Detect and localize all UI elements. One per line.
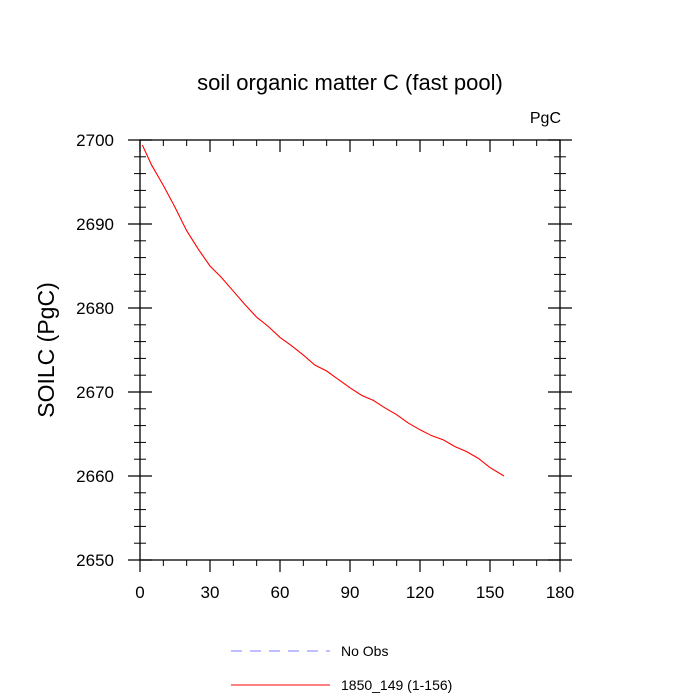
axis-ticks <box>128 139 572 572</box>
y-tick-label: 2700 <box>76 131 114 150</box>
series-line <box>141 144 505 477</box>
x-tick-label: 120 <box>406 583 434 602</box>
legend: No Obs 1850_149 (1-156) <box>231 643 452 693</box>
x-tick-label: 30 <box>201 583 220 602</box>
plot-frame <box>139 139 561 561</box>
legend-label: 1850_149 (1-156) <box>341 677 452 693</box>
x-tick-label: 0 <box>135 583 144 602</box>
y-tick-label: 2660 <box>76 467 114 486</box>
y-axis-label: SOILC (PgC) <box>33 282 59 417</box>
chart-title: soil organic matter C (fast pool) <box>197 70 503 95</box>
legend-label: No Obs <box>341 643 388 659</box>
axis-tick-labels: 0 30 60 90 120 150 180 2650 2660 2670 2680 2690 2700 <box>76 131 574 602</box>
y-tick-label: 2680 <box>76 299 114 318</box>
y-tick-label: 2670 <box>76 383 114 402</box>
series-layer <box>141 144 505 477</box>
units-label: PgC <box>530 110 561 127</box>
y-tick-label: 2650 <box>76 551 114 570</box>
x-tick-label: 180 <box>546 583 574 602</box>
x-tick-label: 90 <box>341 583 360 602</box>
x-tick-label: 150 <box>476 583 504 602</box>
y-tick-label: 2690 <box>76 215 114 234</box>
x-tick-label: 60 <box>271 583 290 602</box>
